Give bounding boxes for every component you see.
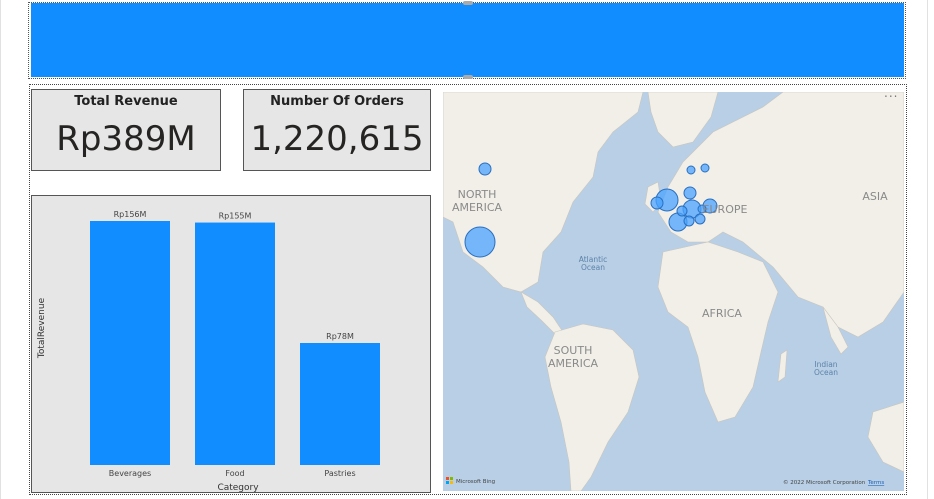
bubble-switzerland[interactable] [683,215,695,227]
resize-handle-top[interactable] [463,1,473,5]
revenue-by-category-chart[interactable]: TotalRevenue Category Rp156M Beverages Rp1… [31,195,431,493]
greenland-land [647,92,719,148]
label-indian-ocean: Ocean [814,368,838,377]
orders-map[interactable]: NORTH AMERICA SOUTH AMERICA EUROPE AFRIC… [443,92,904,491]
bar-chart-svg: TotalRevenue Category Rp156M Beverages Rp1… [37,210,380,493]
label-north-america: NORTH [458,188,497,201]
bubble-czech[interactable] [697,204,707,214]
card-title: Number Of Orders [270,94,404,109]
more-options-icon[interactable]: ... [884,86,899,100]
map-terms-link[interactable]: Terms [867,480,884,486]
bubble-canada[interactable] [478,162,492,176]
number-of-orders-card[interactable]: Number Of Orders 1,220,615 [243,89,431,171]
africa-land [657,241,779,423]
x-tick-label: Food [225,469,244,478]
x-axis-label: Category [217,483,259,492]
data-label: Rp78M [326,332,354,341]
map-copyright: © 2022 Microsoft Corporation [783,479,866,486]
bing-label: Microsoft Bing [456,479,495,485]
bar-beverages[interactable] [90,221,170,465]
microsoft-logo-icon [450,477,453,480]
x-tick-label: Pastries [324,469,355,478]
label-europe: EUROPE [703,203,748,216]
bing-attribution: Microsoft Bing [446,477,495,485]
data-label: Rp155M [219,212,252,221]
microsoft-logo-icon [446,481,449,484]
canvas-frame [29,84,907,495]
australia-land [867,401,904,473]
microsoft-logo-icon [446,477,449,480]
label-asia: ASIA [862,190,888,203]
total-revenue-card[interactable]: Total Revenue Rp389M [31,89,221,171]
label-atlantic-ocean: Atlantic [579,255,608,264]
bubble-ireland[interactable] [650,196,664,210]
bubble-usa[interactable] [464,226,496,258]
bubble-norway[interactable] [686,165,696,175]
label-south-america: AMERICA [548,357,599,370]
y-axis-label: TotalRevenue [37,297,47,359]
map-svg: NORTH AMERICA SOUTH AMERICA EUROPE AFRIC… [443,92,904,491]
microsoft-logo-icon [450,481,453,484]
bar-pastries[interactable] [300,343,380,465]
label-north-america: AMERICA [452,201,503,214]
label-indian-ocean: Indian [814,360,837,369]
card-value: Rp389M [56,119,196,159]
south-america-land [544,323,640,491]
bubble-denmark[interactable] [683,186,697,200]
india-land [822,306,849,355]
header-banner[interactable] [31,3,904,77]
bubble-austria[interactable] [694,213,706,225]
banner-selection-frame [28,2,906,79]
label-south-america: SOUTH [554,344,593,357]
bubble-belgium[interactable] [676,205,688,217]
label-atlantic-ocean: Ocean [581,263,605,272]
madagascar-land [777,349,788,383]
label-africa: AFRICA [702,307,742,320]
bubble-sweden[interactable] [700,163,710,173]
card-value: 1,220,615 [250,119,424,159]
bar-food[interactable] [195,222,275,465]
resize-handle-bottom[interactable] [463,75,473,79]
order-bubbles[interactable] [464,162,718,258]
eurasia-land [657,92,904,338]
card-title: Total Revenue [74,94,178,109]
x-tick-label: Beverages [109,469,151,478]
data-label: Rp156M [114,210,147,219]
